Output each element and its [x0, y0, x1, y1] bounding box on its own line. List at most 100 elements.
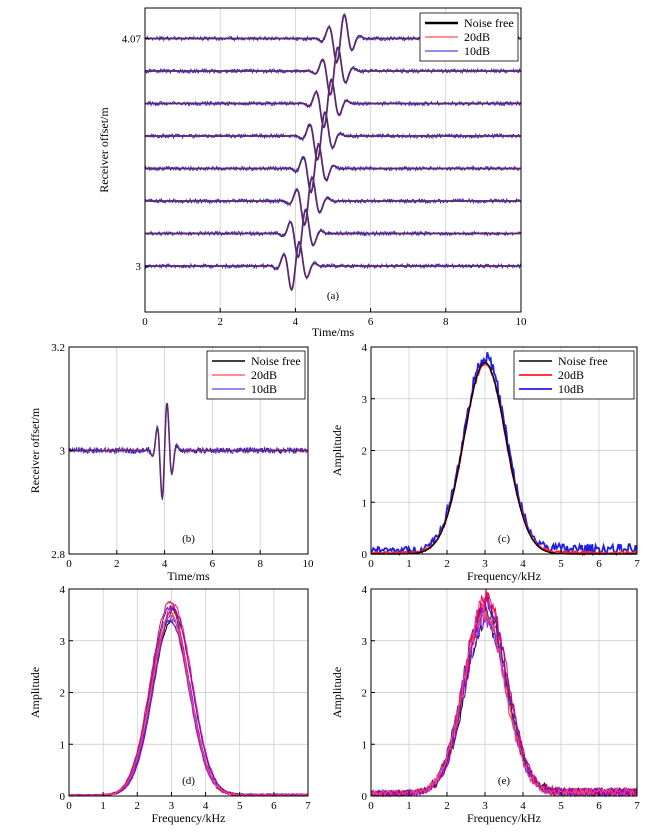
y-axis-label: Amplitude [28, 667, 42, 718]
panel-label: (a) [327, 290, 340, 302]
y-tick-label: 2 [362, 446, 368, 458]
y-tick-label: 4 [362, 584, 368, 596]
x-tick-label: 5 [558, 558, 564, 570]
y-axis-label: Amplitude [330, 667, 344, 718]
trace-10db [68, 404, 309, 500]
y-tick-label: 4 [362, 342, 368, 354]
legend-entry: Noise free [251, 354, 301, 368]
x-tick-label: 1 [406, 800, 412, 812]
spectrum-line [370, 597, 638, 797]
x-tick-label: 4 [203, 800, 209, 812]
x-axis-label: Time/ms [167, 569, 210, 583]
y-tick-label: 0 [362, 549, 368, 561]
spectrum-line [68, 606, 309, 797]
legend-entry: 10dB [558, 382, 584, 396]
trace-noise-free [145, 111, 521, 162]
panel-label: (d) [182, 775, 195, 787]
spectrum-line [370, 591, 638, 798]
trace-noise-free [145, 208, 521, 258]
x-tick-label: 10 [303, 558, 315, 570]
panel-label: (c) [498, 533, 511, 545]
spectrum-line [370, 610, 638, 798]
legend-entry: 20dB [558, 368, 584, 382]
spectrum-line [68, 618, 308, 797]
x-tick-label: 0 [142, 316, 148, 328]
y-tick-label: 3.2 [51, 342, 65, 354]
legend-entry: 10dB [251, 382, 277, 396]
spectrum-line [370, 605, 638, 798]
x-tick-label: 2 [114, 558, 120, 570]
panel-label: (b) [182, 533, 195, 545]
legend-entry: 10dB [464, 44, 490, 58]
x-axis-label: Time/ms [312, 325, 355, 339]
trace-noise-free [145, 46, 521, 96]
y-axis-label: Receiver offset/m [97, 107, 111, 193]
trace-noise-free [145, 240, 521, 292]
spectrum-line [370, 596, 638, 798]
trace-10db [144, 142, 522, 193]
x-axis-label: Frequency/kHz [467, 811, 541, 825]
x-tick-label: 4 [162, 558, 168, 570]
y-tick-label: 1 [362, 497, 368, 509]
x-tick-label: 10 [516, 316, 528, 328]
y-tick-label: 3 [362, 394, 368, 406]
x-tick-label: 0 [66, 558, 72, 570]
x-tick-label: 7 [305, 800, 311, 812]
spectrum-line [370, 352, 638, 557]
x-axis-label: Frequency/kHz [467, 569, 541, 583]
x-tick-label: 4 [293, 316, 299, 328]
y-tick-label: 3 [136, 261, 142, 273]
x-tick-label: 3 [169, 800, 175, 812]
x-tick-label: 2 [444, 558, 450, 570]
y-axis-label: Amplitude [330, 425, 344, 476]
legend-entry: 20dB [251, 368, 277, 382]
x-tick-label: 0 [368, 800, 374, 812]
x-tick-label: 7 [634, 800, 640, 812]
y-tick-label: 2 [60, 688, 66, 700]
y-tick-label: 3 [362, 636, 368, 648]
x-tick-label: 6 [210, 558, 216, 570]
y-tick-label: 2 [362, 688, 368, 700]
x-tick-label: 6 [368, 316, 374, 328]
chart-panel-c: 0 1 2 3 4 5 6 701234Frequency/kHzAmplitude(c)No… [330, 342, 640, 583]
x-tick-label: 6 [271, 800, 277, 812]
y-tick-label: 0 [60, 791, 66, 803]
y-tick-label: 1 [362, 739, 368, 751]
spectrum-line [370, 607, 637, 798]
x-tick-label: 2 [135, 800, 141, 812]
trace-noise-free [145, 175, 521, 227]
x-tick-label: 8 [443, 316, 449, 328]
spectrum-line [68, 604, 309, 797]
y-axis-label: Receiver offset/m [28, 407, 42, 493]
spectrum-line [370, 612, 638, 797]
legend-entry: Noise free [558, 354, 608, 368]
x-tick-label: 6 [596, 800, 602, 812]
plot-frame [144, 7, 522, 313]
x-tick-label: 5 [237, 800, 243, 812]
x-axis-label: Frequency/kHz [152, 811, 226, 825]
x-tick-label: 3 [482, 800, 488, 812]
spectrum-line [68, 600, 309, 797]
trace-noise-free [145, 143, 521, 194]
spectrum-line [68, 619, 308, 798]
y-tick-label: 0 [362, 791, 368, 803]
chart-panel-a: 0 2 4 6 8 10 4.07 3 Time/ms Receiver offset/m (a) N… [97, 7, 528, 339]
x-tick-label: 7 [634, 558, 640, 570]
x-tick-label: 5 [558, 800, 564, 812]
y-tick-label: 4.07 [122, 34, 142, 46]
y-tick-label: 1 [60, 739, 66, 751]
y-tick-label: 4 [60, 584, 66, 596]
x-tick-label: 1 [100, 800, 106, 812]
y-tick-label: 2.8 [51, 549, 65, 561]
x-tick-label: 0 [368, 558, 374, 570]
legend-entry: 20dB [464, 30, 490, 44]
spectrum-line [68, 614, 308, 797]
chart-panel-b: 0 2 4 6 8 10 2.8 3 3.2 Time/ms Receiver offset/m (b… [28, 342, 314, 583]
x-tick-label: 4 [520, 800, 526, 812]
legend-entry: Noise free [464, 16, 514, 30]
trace-noise-free [69, 402, 308, 499]
spectrum-line [370, 616, 638, 798]
